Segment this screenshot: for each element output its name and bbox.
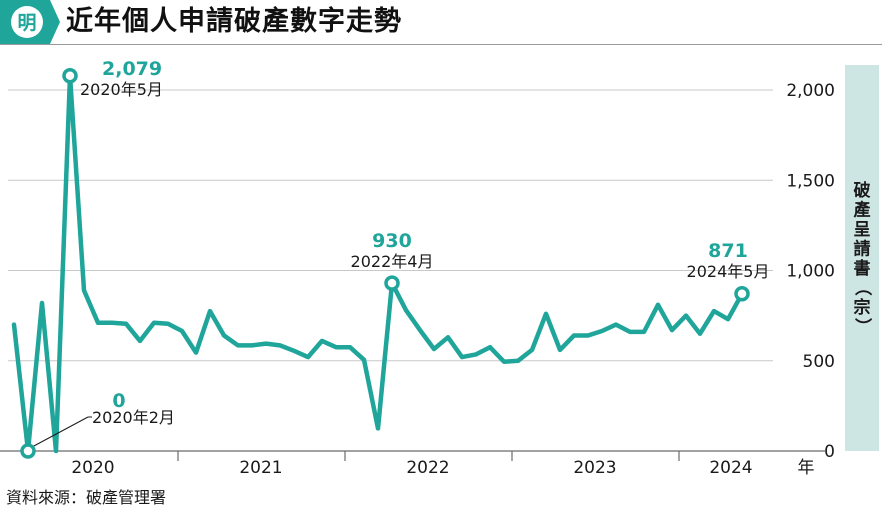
marker-2022 — [384, 275, 400, 291]
header-divider — [0, 44, 882, 45]
y-tick-label: 1,500 — [786, 171, 835, 191]
data-label-date: 2020年5月 — [80, 80, 163, 99]
y-axis-title-char: 書 — [854, 258, 871, 279]
data-label-date: 2020年2月 — [92, 408, 175, 427]
marker-trough — [20, 443, 36, 459]
x-tick-label: 2022 — [406, 458, 449, 478]
x-tick-label: 2020 — [71, 458, 114, 478]
y-tick-label: 500 — [803, 352, 835, 372]
logo-char: 明 — [17, 12, 36, 34]
y-axis-title-char: （ — [852, 279, 873, 296]
header: 明 近年個人申請破產數字走勢 — [0, 0, 882, 44]
marker-2024 — [734, 286, 750, 302]
data-label-value: 2,079 — [102, 58, 162, 80]
x-tick-label: 2024 — [709, 458, 752, 478]
data-label-value: 871 — [708, 240, 748, 262]
y-axis-title-char: 宗 — [854, 297, 871, 318]
marker-peak — [62, 67, 78, 84]
y-axis-title-char: 請 — [854, 238, 871, 259]
page-title: 近年個人申請破產數字走勢 — [66, 6, 402, 37]
data-label-date: 2024年5月 — [687, 262, 770, 281]
leader-line — [31, 416, 89, 448]
series-line — [11, 73, 745, 454]
data-label-value: 0 — [112, 390, 125, 412]
x-axis-title: 年 — [798, 458, 815, 478]
y-tick-label: 1,000 — [786, 262, 835, 282]
y-axis-title-char: 破 — [854, 180, 871, 201]
source-note: 資料來源：破產管理署 — [6, 488, 167, 507]
y-tick-label: 0 — [824, 442, 835, 462]
y-axis-title-char: ） — [852, 318, 873, 335]
data-label-value: 930 — [372, 230, 412, 252]
x-tick-label: 2021 — [239, 458, 282, 478]
data-label-date: 2022年4月 — [351, 252, 434, 271]
ming-pao-logo: 明 — [0, 0, 60, 44]
x-tick-label: 2023 — [573, 458, 616, 478]
y-axis-title-char: 產 — [854, 199, 871, 220]
y-tick-label: 2,000 — [786, 81, 835, 101]
ylabel-band — [845, 65, 879, 451]
y-axis-title-char: 呈 — [854, 220, 871, 240]
